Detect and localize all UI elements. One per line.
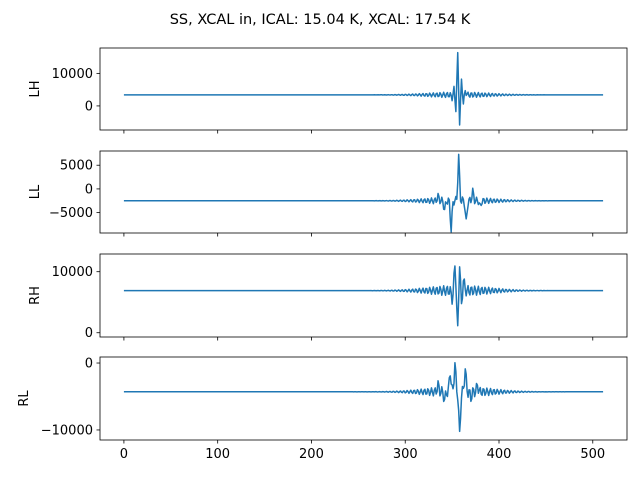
y-tick-label: 0	[85, 357, 93, 372]
x-tick-label: 200	[299, 447, 324, 462]
subplot-ll: −5000 0 5000 LL	[28, 150, 628, 237]
x-tick-label: 300	[393, 447, 418, 462]
figure-title: SS, XCAL in, ICAL: 15.04 K, XCAL: 17.54 …	[170, 12, 471, 28]
y-axis-label: LL	[28, 184, 43, 199]
x-tick-label: 0	[120, 447, 128, 462]
y-axis-label: RL	[17, 390, 32, 407]
axes-frame	[99, 356, 628, 441]
x-tick-label: 400	[487, 447, 512, 462]
x-tick-label: 100	[205, 447, 230, 462]
x-tick-label: 500	[580, 447, 605, 462]
y-tick-label: 0	[85, 326, 93, 341]
axes-frame	[99, 47, 628, 131]
subplot-lh: 0 10000 LH	[28, 47, 628, 134]
axes-frame	[99, 150, 628, 234]
series-line-rh	[123, 265, 604, 327]
subplots-group: 0 10000 LH −5000 0 5000 LL 0 10000 RH −10000 0 0 100 2…	[17, 47, 628, 462]
y-axis-label: RH	[28, 286, 43, 305]
y-tick-label: 10000	[52, 265, 93, 280]
y-tick-label: 0	[85, 99, 93, 114]
series-line-ll	[123, 153, 604, 233]
y-tick-label: 0	[85, 182, 93, 197]
y-tick-label: 10000	[52, 67, 93, 82]
subplot-rh: 0 10000 RH	[28, 253, 628, 341]
axes-frame	[99, 253, 628, 338]
y-tick-label: −10000	[41, 423, 93, 438]
y-axis-label: LH	[28, 80, 43, 97]
y-tick-label: 5000	[60, 159, 93, 174]
y-tick-label: −5000	[49, 206, 93, 221]
series-line-lh	[123, 51, 604, 126]
subplot-rl: −10000 0 0 100 200 300 400 500 RL	[17, 356, 628, 462]
series-line-rl	[123, 361, 604, 433]
